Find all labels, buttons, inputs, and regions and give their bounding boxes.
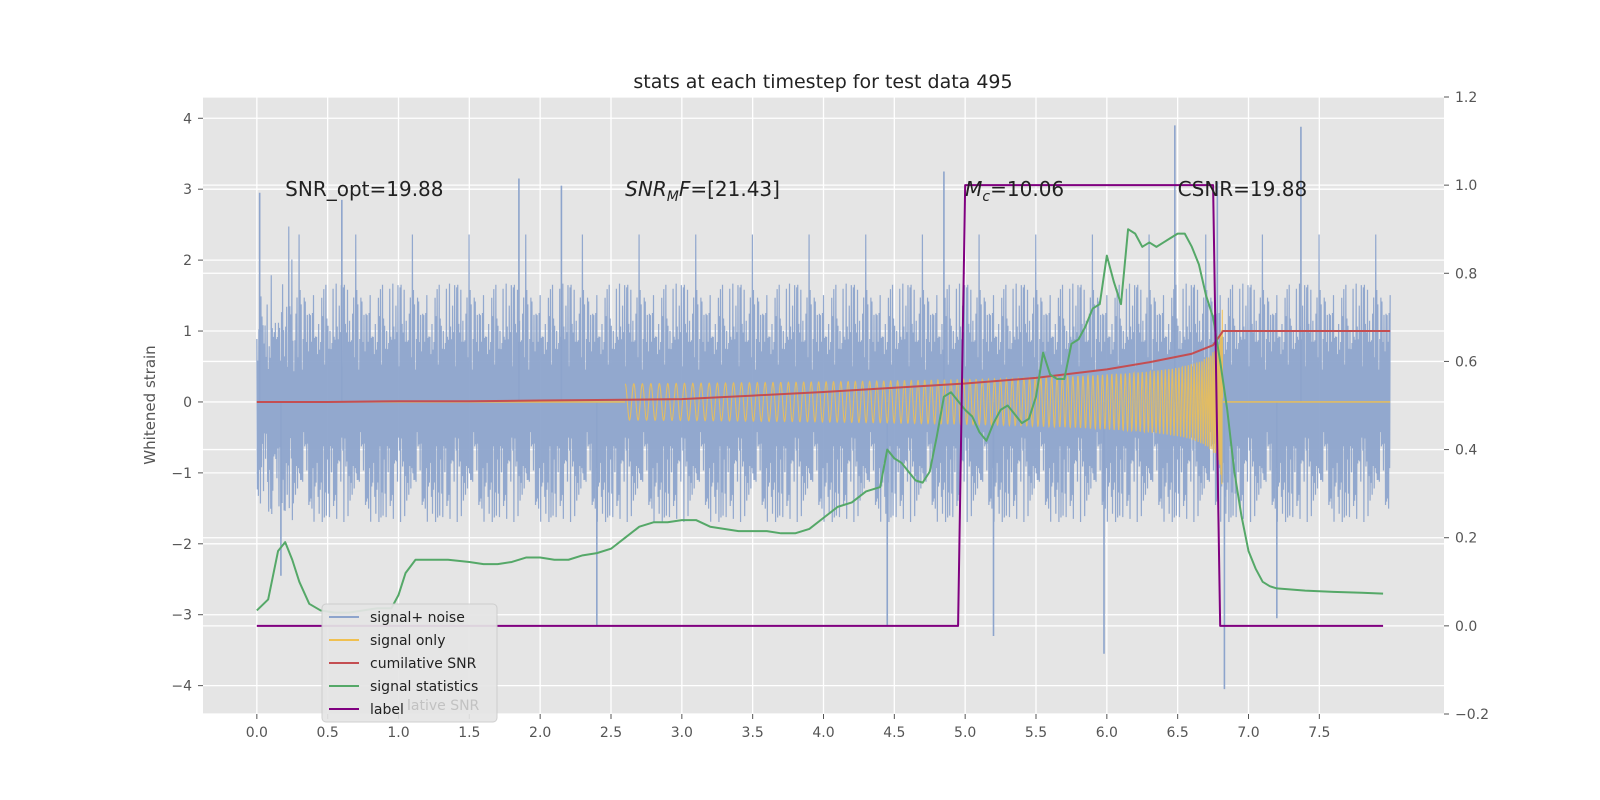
y2-tick-label: 0.6 [1455, 354, 1477, 370]
series-signal-statistics [256, 228, 1384, 614]
legend-label: label [370, 702, 404, 718]
y2-tick-label: −0.2 [1455, 707, 1489, 723]
annotation-value: =10.06 [990, 177, 1064, 201]
x-tick-label: 3.5 [742, 725, 764, 741]
legend-ghost-text: lative SNR [407, 698, 480, 714]
series-cumilative-snr [256, 330, 1391, 403]
x-tick-label: 6.0 [1096, 725, 1118, 741]
y-tick-label: 3 [183, 182, 192, 198]
annotation-math-base: M [965, 177, 982, 201]
legend-box [321, 603, 498, 723]
y-tick-label: −3 [171, 608, 192, 624]
y-tick-label: 4 [183, 111, 192, 127]
x-tick-label: 3.0 [671, 725, 693, 741]
y-axis: 4 3 2 1 0 −1 −2 −3 −4 [171, 111, 203, 695]
annotation-value: =[21.43] [690, 177, 780, 201]
x-tick-label: 1.0 [387, 725, 409, 741]
y2-tick-label: 0.2 [1455, 531, 1477, 547]
annotation-csnr: CSNR=19.88 [1178, 177, 1308, 201]
annotation-snr-mf: SNRMF=[21.43] [625, 177, 780, 205]
y2-tick-label: 1.2 [1455, 90, 1477, 106]
x-tick-label: 5.5 [1025, 725, 1047, 741]
series-label [256, 184, 1384, 627]
y-tick-label: 1 [183, 324, 192, 340]
y-tick-label: −2 [171, 537, 192, 553]
x-tick-label: 7.5 [1308, 725, 1330, 741]
series-path [624, 309, 1224, 485]
x-tick-label: 1.5 [458, 725, 480, 741]
x-tick-label: 5.0 [954, 725, 976, 741]
y-axis-label: Whitened strain [141, 345, 159, 464]
annotations: SNR_opt=19.88 SNRMF=[21.43] Mc=10.06 CSNR=1… [285, 177, 1307, 205]
annotation-math-tail: F [679, 177, 691, 201]
y2-axis: 1.2 1.0 0.8 0.6 0.4 0.2 0.0 −0.2 [1444, 90, 1489, 723]
annotation-math-sub: c [982, 189, 990, 205]
x-tick-label: 6.5 [1167, 725, 1189, 741]
y2-tick-label: 0.4 [1455, 443, 1477, 459]
annotation-snr-opt: SNR_opt=19.88 [285, 177, 443, 201]
legend-label: signal only [370, 633, 445, 649]
legend-label: signal statistics [370, 679, 478, 695]
legend-label: cumilative SNR [370, 656, 477, 672]
x-tick-label: 4.5 [883, 725, 905, 741]
y-tick-label: −1 [171, 466, 192, 482]
x-tick-label: 2.0 [529, 725, 551, 741]
annotation-math-sub: M [667, 189, 679, 205]
y2-tick-label: 1.0 [1455, 178, 1477, 194]
x-tick-label: 0.5 [317, 725, 339, 741]
x-axis: 0.0 0.5 1.0 1.5 2.0 2.5 3.0 3.5 4.0 4.5 5.0 5.5 6.0 6… [246, 714, 1330, 741]
series-layer [256, 125, 1391, 690]
y-tick-label: 0 [183, 395, 192, 411]
chart-title: stats at each timestep for test data 495 [633, 71, 1012, 93]
x-tick-label: 4.0 [812, 725, 834, 741]
annotation-math-base: SNR [625, 177, 667, 201]
x-tick-label: 7.0 [1237, 725, 1259, 741]
legend-label: signal+ noise [370, 610, 465, 626]
y2-tick-label: 0.8 [1455, 266, 1477, 282]
annotation-chirp-mass: Mc=10.06 [965, 177, 1064, 205]
legend: lative SNR signal+ noise signal only cumila… [321, 603, 498, 723]
y2-tick-label: 0.0 [1455, 619, 1477, 635]
x-tick-label: 2.5 [600, 725, 622, 741]
y-tick-label: 2 [183, 253, 192, 269]
y-tick-label: −4 [171, 679, 192, 695]
x-tick-label: 0.0 [246, 725, 268, 741]
